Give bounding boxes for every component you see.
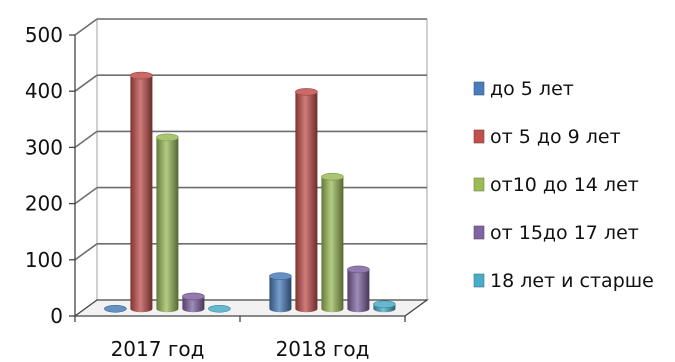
bar <box>130 71 153 313</box>
y-tick-label: 300 <box>25 135 63 159</box>
gridline-depth <box>74 74 98 92</box>
gridline-depth <box>74 186 98 205</box>
legend-swatch <box>473 273 485 288</box>
bars <box>104 71 396 313</box>
bar <box>373 300 396 313</box>
gridline-depth <box>74 130 98 149</box>
legend-item: от 5 до 9 лет <box>473 126 621 148</box>
bar <box>156 133 179 313</box>
y-tick-label: 500 <box>25 23 63 47</box>
y-tick-label: 0 <box>50 304 63 328</box>
legend-label: до 5 лет <box>490 78 574 100</box>
y-tick-label: 400 <box>25 79 63 103</box>
gridlines <box>74 18 427 261</box>
legend-item: до 5 лет <box>473 78 574 100</box>
bar <box>208 304 231 313</box>
gridline-depth <box>74 18 98 36</box>
legend-swatch <box>473 129 485 144</box>
legend-label: от 5 до 9 лет <box>490 126 621 148</box>
legend-item: от 15до 17 лет <box>473 222 639 244</box>
axes: 0 100 200 300 400 500 2017 год 2018 год <box>25 23 406 361</box>
bar <box>269 272 292 313</box>
chart-walls <box>73 18 429 317</box>
legend: до 5 лет от 5 до 9 лет от10 до 14 лет от 15… <box>473 78 654 292</box>
legend-swatch <box>473 81 485 96</box>
bar <box>295 88 318 313</box>
legend-label: 18 лет и старше <box>490 270 654 292</box>
bar <box>347 265 370 313</box>
x-tick-label: 2018 год <box>276 337 370 361</box>
legend-label: от10 до 14 лет <box>490 174 639 196</box>
y-tick-label: 200 <box>25 192 63 216</box>
bar <box>182 292 205 313</box>
x-tick-label: 2017 год <box>111 337 205 361</box>
legend-label: от 15до 17 лет <box>490 222 639 244</box>
legend-swatch <box>473 177 485 192</box>
legend-swatch <box>473 225 485 240</box>
bar <box>104 304 127 313</box>
gridline-depth <box>74 243 98 261</box>
legend-item: от10 до 14 лет <box>473 174 639 196</box>
legend-item: 18 лет и старше <box>473 270 654 292</box>
bar <box>321 172 344 313</box>
y-tick-label: 100 <box>25 248 63 272</box>
